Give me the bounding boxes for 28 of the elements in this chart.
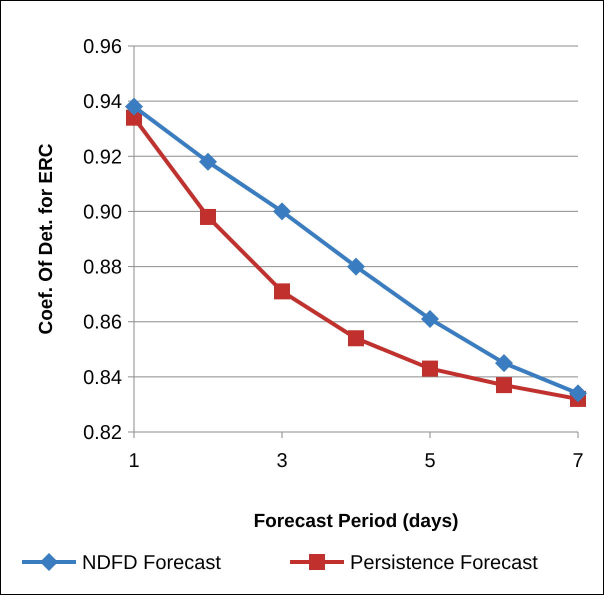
y-tick-label: 0.92	[83, 146, 122, 168]
x-tick-label: 5	[424, 450, 436, 472]
y-tick-label: 0.84	[83, 366, 122, 389]
point	[496, 377, 512, 394]
point	[347, 258, 365, 276]
x-tick-label: 1	[128, 450, 140, 472]
y-tick-label: 0.94	[83, 91, 122, 114]
point	[569, 384, 587, 402]
x-axis-title: Forecast Period (days)	[254, 511, 458, 532]
point	[421, 310, 439, 328]
point	[274, 283, 290, 300]
y-tick-label: 0.82	[83, 422, 122, 444]
legend-label: NDFD Forecast	[82, 552, 222, 574]
point	[348, 330, 364, 346]
x-tick-label: 3	[276, 450, 288, 472]
point	[125, 98, 143, 116]
y-tick-label: 0.96	[83, 36, 122, 58]
y-tick-label: 0.90	[83, 201, 122, 224]
legend-label: Persistence Forecast	[350, 552, 538, 574]
point	[422, 360, 438, 377]
point	[199, 152, 217, 171]
point	[273, 202, 291, 220]
x-tick-label: 7	[572, 450, 584, 472]
y-tick-label: 0.88	[83, 256, 122, 279]
y-axis-title: Coef. Of Det. for ERC	[36, 143, 57, 335]
point	[495, 354, 513, 372]
y-tick-label: 0.86	[83, 312, 122, 334]
point	[200, 208, 216, 225]
